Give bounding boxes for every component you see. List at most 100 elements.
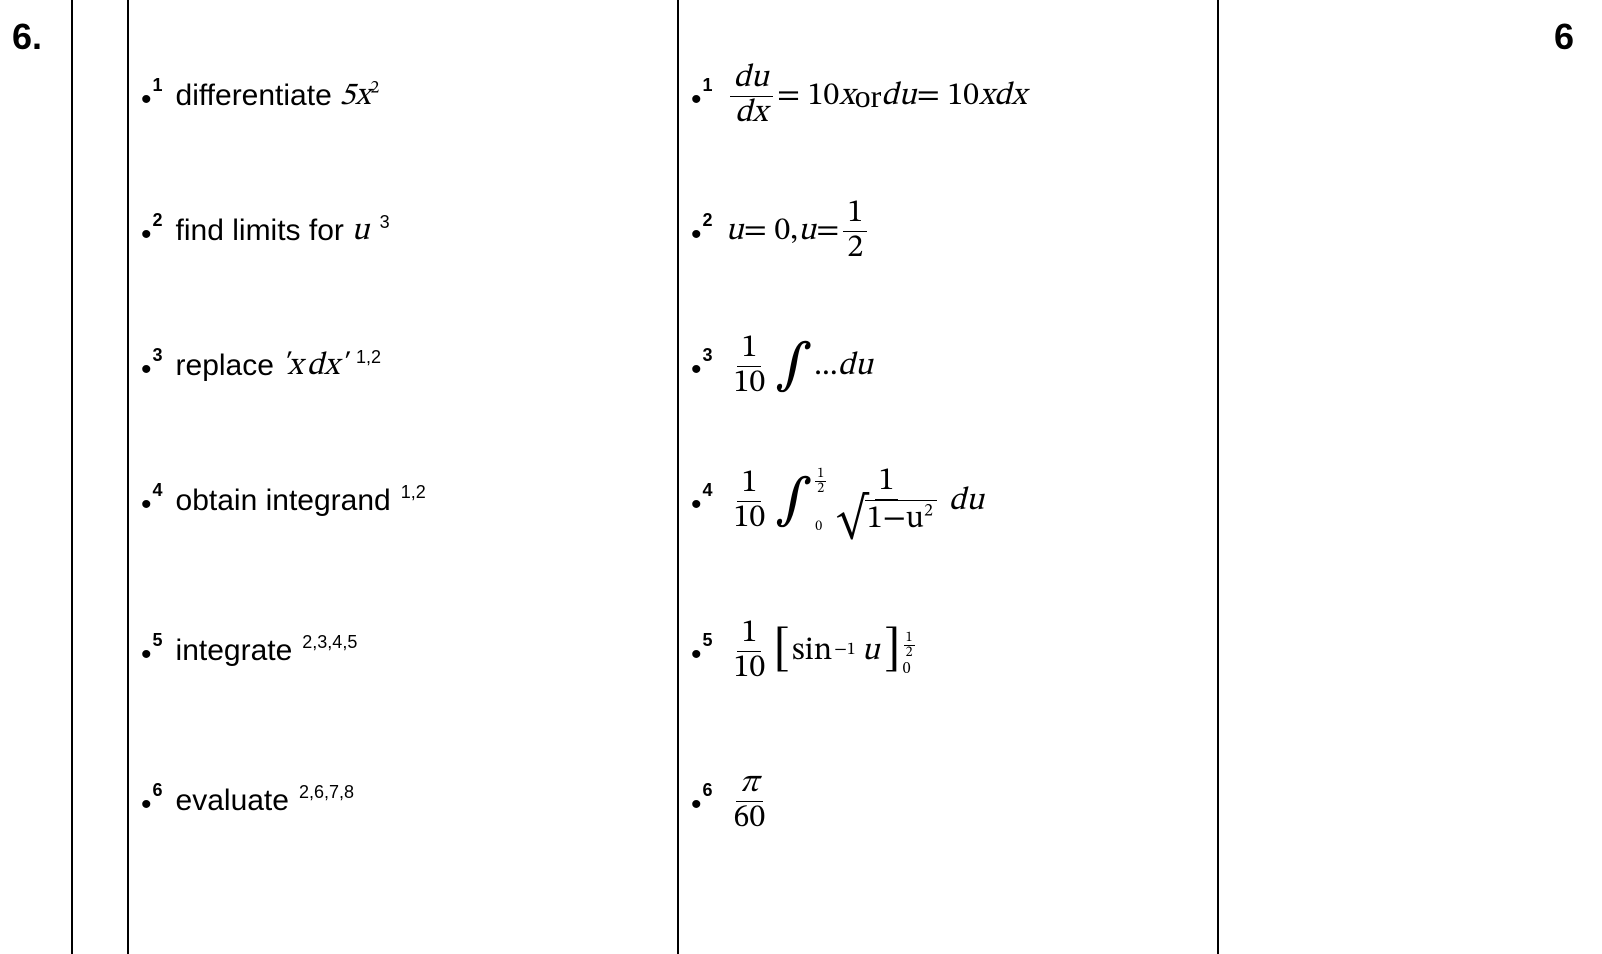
bullet-sup: 1 (703, 75, 713, 97)
eq-text: = 10 (777, 77, 839, 115)
rad-exp: 2 (924, 503, 933, 520)
frac-den: 10 (730, 652, 770, 686)
method-text: integrate (176, 633, 293, 669)
bullet-mark: •2 (691, 216, 712, 246)
bullet-sup: 2 (703, 210, 713, 232)
du-text: du (949, 482, 985, 520)
method-text: replace (176, 348, 274, 384)
bullet-sup: 6 (703, 780, 713, 802)
frac-num: 1 (737, 467, 761, 502)
xdx-text: xdx (979, 77, 1027, 115)
du-text: du (881, 77, 917, 115)
evidence-math: u = 0, u = 12 (726, 197, 872, 265)
evidence-row-1: •1 dudx = 10x or du = 10xdx (691, 36, 1205, 156)
footref: 2,6,7,8 (299, 782, 354, 804)
evidence-math: 110 [ sin−1 u ] 12 0 (726, 617, 915, 685)
du-text: du (838, 347, 874, 385)
frac-den: 2 (843, 232, 867, 266)
bullet-mark: •1 (691, 81, 712, 111)
total-marks: 6 (1554, 16, 1574, 57)
bullet-mark: •3 (141, 351, 162, 381)
method-row-1: •1 differentiate 5x2 (141, 36, 665, 156)
integral-icon: ∫ (775, 334, 812, 399)
method-row-4: •4 obtain integrand 1,2 (141, 426, 665, 576)
col-total-marks: 6 (1218, 0, 1602, 954)
method-text: differentiate (176, 78, 332, 114)
u-text: u (798, 212, 816, 250)
bullet-sup: 4 (703, 480, 713, 502)
evidence-math: dudx = 10x or du = 10xdx (726, 62, 1027, 130)
bullet-sup: 3 (153, 345, 163, 367)
eq-text: = (816, 212, 839, 250)
marking-scheme-page: 6. •1 differentiate 5x2 •2 find limits f… (0, 0, 1602, 954)
bullet-sup: 6 (153, 780, 163, 802)
bullet-mark: •1 (141, 81, 162, 111)
col-evidence: •1 dudx = 10x or du = 10xdx •2 u = 0, u … (678, 0, 1218, 954)
frac-den: 10 (730, 502, 770, 536)
evidence-math: 110 ∫ 12 0 1 √1−u2 du (726, 465, 985, 536)
col-methods: •1 differentiate 5x2 •2 find limits for … (128, 0, 678, 954)
evidence-row-4: •4 110 ∫ 12 0 1 √1−u2 du (691, 426, 1205, 576)
dots-text: ... (814, 347, 838, 385)
col-spacer (72, 0, 128, 954)
bullet-sup: 4 (153, 480, 163, 502)
bullet-mark: •4 (141, 486, 162, 516)
integral-icon: ∫ 12 0 (775, 469, 812, 534)
u-text: u (726, 212, 744, 250)
frac-num: 1 (843, 197, 867, 232)
evidence-row-5: •5 110 [ sin−1 u ] 12 0 (691, 576, 1205, 726)
method-text: obtain integrand (176, 483, 391, 519)
method-row-5: •5 integrate 2,3,4,5 (141, 576, 665, 726)
bullet-mark: •3 (691, 351, 712, 381)
or-text: or (855, 77, 882, 115)
bullet-sup: 3 (703, 345, 713, 367)
footref: 2,3,4,5 (302, 632, 357, 654)
footref: 1,2 (356, 347, 381, 369)
sin-text: sin (792, 632, 832, 670)
eq-text: = 0, (744, 212, 798, 250)
frac-num: 1 (737, 332, 761, 367)
int-lower: 0 (815, 519, 822, 536)
rad-u: u (906, 503, 924, 535)
method-math: u (344, 212, 370, 250)
frac-num: 1 (904, 631, 915, 646)
bullet-sup: 5 (703, 630, 713, 652)
frac-den: 2 (815, 482, 826, 496)
bullet-mark: •5 (691, 636, 712, 666)
evidence-math: 110 ∫ ...du (726, 332, 874, 400)
bullet-mark: •4 (691, 486, 712, 516)
frac-num: 1 (815, 467, 826, 482)
right-bracket: ] 12 0 (884, 629, 901, 672)
frac-den: 2 (904, 646, 915, 660)
footref: 3 (380, 212, 390, 234)
scheme-table: 6. •1 differentiate 5x2 •2 find limits f… (0, 0, 1602, 954)
col-question-number: 6. (0, 0, 72, 954)
bullet-sup: 2 (153, 210, 163, 232)
frac-den: √1−u2 (832, 500, 941, 537)
method-math: 'x dx' (274, 347, 346, 385)
footref: 1,2 (401, 482, 426, 504)
frac-den: 60 (730, 802, 770, 836)
question-number: 6. (12, 16, 59, 58)
bullet-sup: 5 (153, 630, 163, 652)
frac-den: dx (731, 97, 772, 131)
frac-num: du (730, 62, 774, 97)
neg1-sup: −1 (834, 640, 855, 661)
frac-den: 10 (730, 367, 770, 401)
method-row-2: •2 find limits for u 3 (141, 156, 665, 306)
bullet-mark: •6 (691, 786, 712, 816)
left-bracket: [ (773, 629, 790, 672)
frac-num: 1 (875, 465, 899, 500)
evidence-row-2: •2 u = 0, u = 12 (691, 156, 1205, 306)
bullet-sup: 1 (153, 75, 163, 97)
method-text: find limits for (176, 213, 344, 249)
frac-num: π (736, 767, 763, 802)
eq-text: = 10 (917, 77, 979, 115)
method-text: evaluate (176, 783, 289, 819)
evidence-row-3: •3 110 ∫ ...du (691, 306, 1205, 426)
method-row-6: •6 evaluate 2,6,7,8 (141, 726, 665, 876)
bullet-mark: •6 (141, 786, 162, 816)
evidence-math: π60 (726, 767, 774, 835)
bullet-mark: •2 (141, 216, 162, 246)
rad-text: 1− (867, 503, 906, 535)
